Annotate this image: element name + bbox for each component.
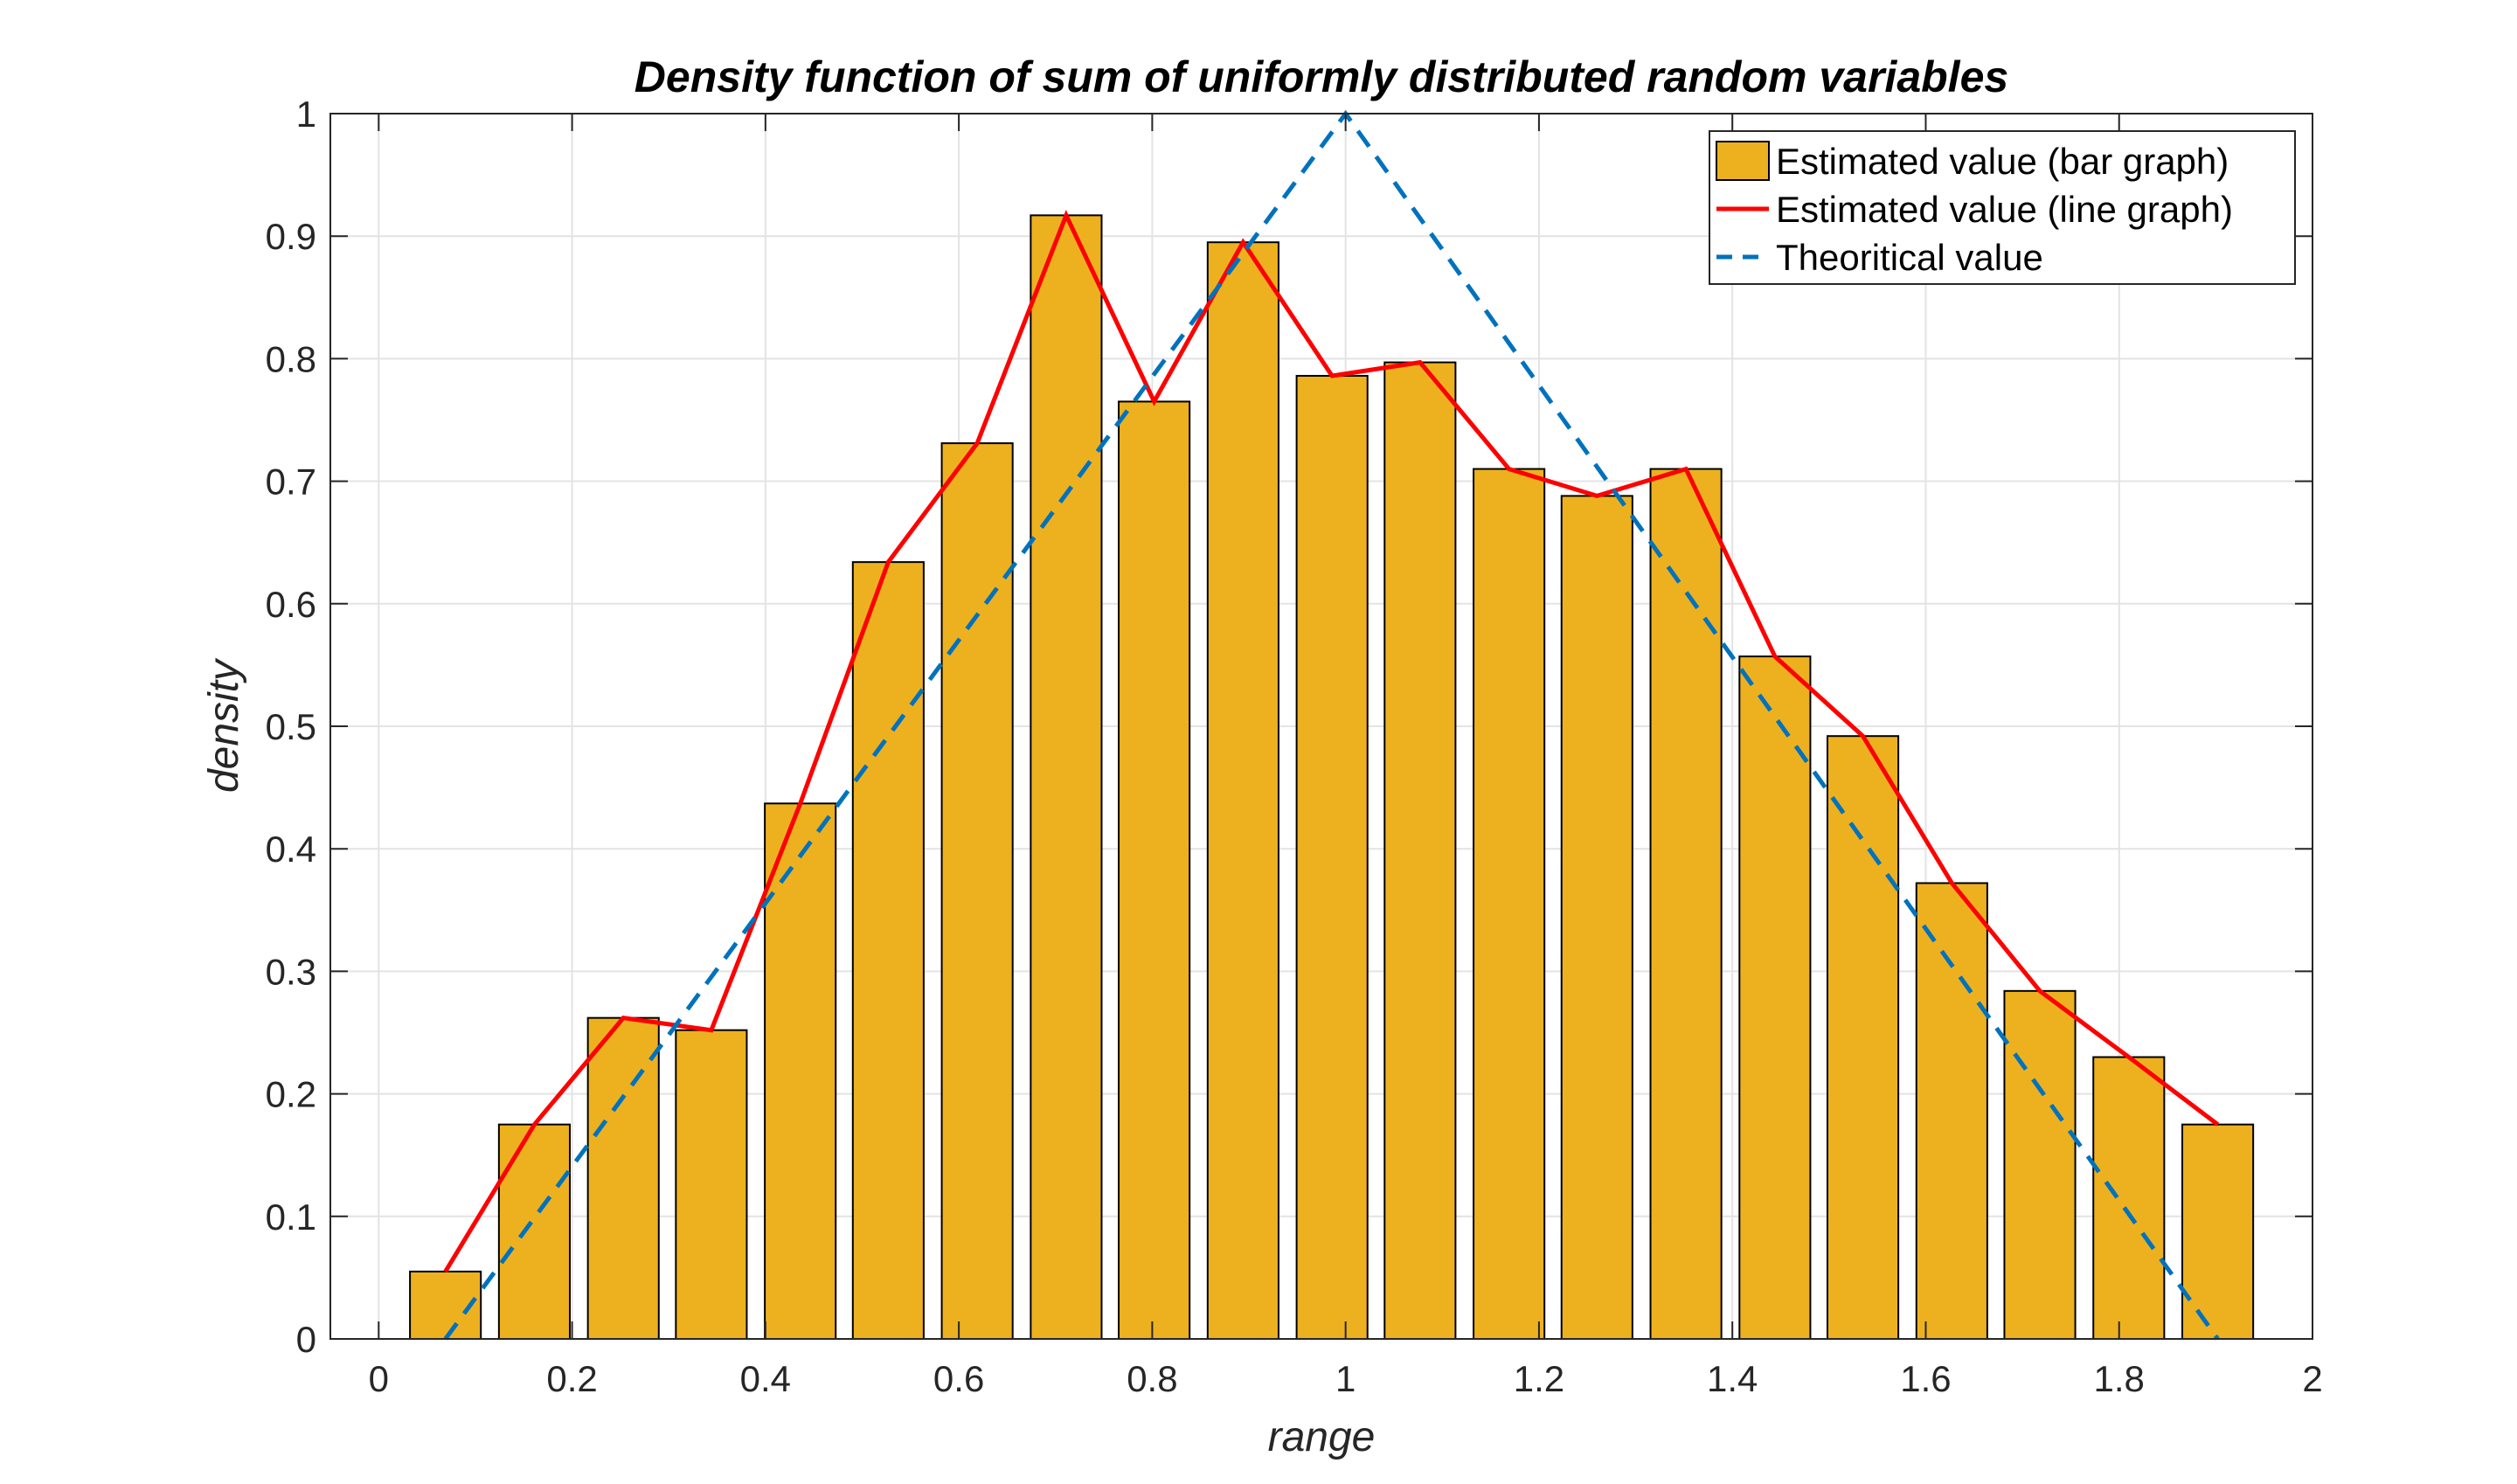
x-tick-label: 0.8 [1127, 1358, 1177, 1399]
bar [940, 442, 1014, 1341]
bar [1118, 400, 1191, 1341]
bar [851, 561, 925, 1340]
legend-entry-theoretical: Theoritical value [1776, 237, 2043, 278]
y-tick-label: 0.2 [266, 1074, 316, 1115]
y-tick-label: 0.9 [266, 216, 316, 257]
y-tick-label: 0 [296, 1319, 316, 1360]
legend-entry-bar: Estimated value (bar graph) [1776, 141, 2229, 182]
legend-bar-swatch [1716, 141, 1770, 181]
bar [1826, 735, 1900, 1340]
x-tick-label: 0.6 [933, 1358, 984, 1399]
bar [1738, 655, 1812, 1340]
bar [764, 802, 837, 1340]
x-tick-label: 1.6 [1900, 1358, 1951, 1399]
y-axis-label: density [201, 657, 247, 793]
x-tick-label: 1.8 [2094, 1358, 2145, 1399]
bar [586, 1016, 660, 1341]
legend-box [1709, 130, 2296, 285]
bar [1915, 882, 1988, 1340]
axis-ticks: 0 0.2 0.4 0.6 0.8 1 1.2 1.4 1.6 1.8 2 0 0.1 0.2 0.3 0.4… [266, 94, 2323, 1399]
x-axis-label: range [1268, 1414, 1376, 1460]
y-tick-label: 0.3 [266, 951, 316, 992]
bar-series [409, 214, 2255, 1341]
x-tick-label: 0.4 [740, 1358, 791, 1399]
x-tick-label: 1.2 [1514, 1358, 1564, 1399]
y-tick-label: 0.8 [266, 338, 316, 379]
x-tick-label: 2 [2302, 1358, 2322, 1399]
x-tick-label: 1.4 [1707, 1358, 1758, 1399]
legend: Estimated value (bar graph) Estimated va… [1709, 130, 2296, 285]
y-tick-label: 0.5 [266, 706, 316, 747]
y-tick-label: 1 [296, 94, 316, 135]
chart-title: Density function of sum of uniformly dis… [634, 52, 2008, 101]
bar [1649, 468, 1723, 1340]
x-tick-label: 0 [369, 1358, 389, 1399]
bar [1295, 375, 1369, 1341]
bar [1473, 468, 1546, 1340]
bar [2003, 989, 2077, 1341]
bar [2181, 1123, 2255, 1341]
bar [2092, 1056, 2166, 1341]
y-tick-label: 0.6 [266, 584, 316, 625]
x-tick-label: 1 [1335, 1358, 1356, 1399]
y-tick-label: 0.4 [266, 829, 316, 870]
legend-entry-line: Estimated value (line graph) [1776, 189, 2233, 230]
x-tick-label: 0.2 [546, 1358, 597, 1399]
bar [1383, 361, 1457, 1341]
bar [675, 1029, 748, 1341]
bar [1560, 495, 1633, 1340]
y-tick-label: 0.7 [266, 461, 316, 503]
estimated-line [443, 210, 2220, 1273]
y-tick-label: 0.1 [266, 1196, 316, 1238]
bar [497, 1123, 571, 1341]
bar [1030, 214, 1103, 1341]
bar [1206, 241, 1279, 1341]
